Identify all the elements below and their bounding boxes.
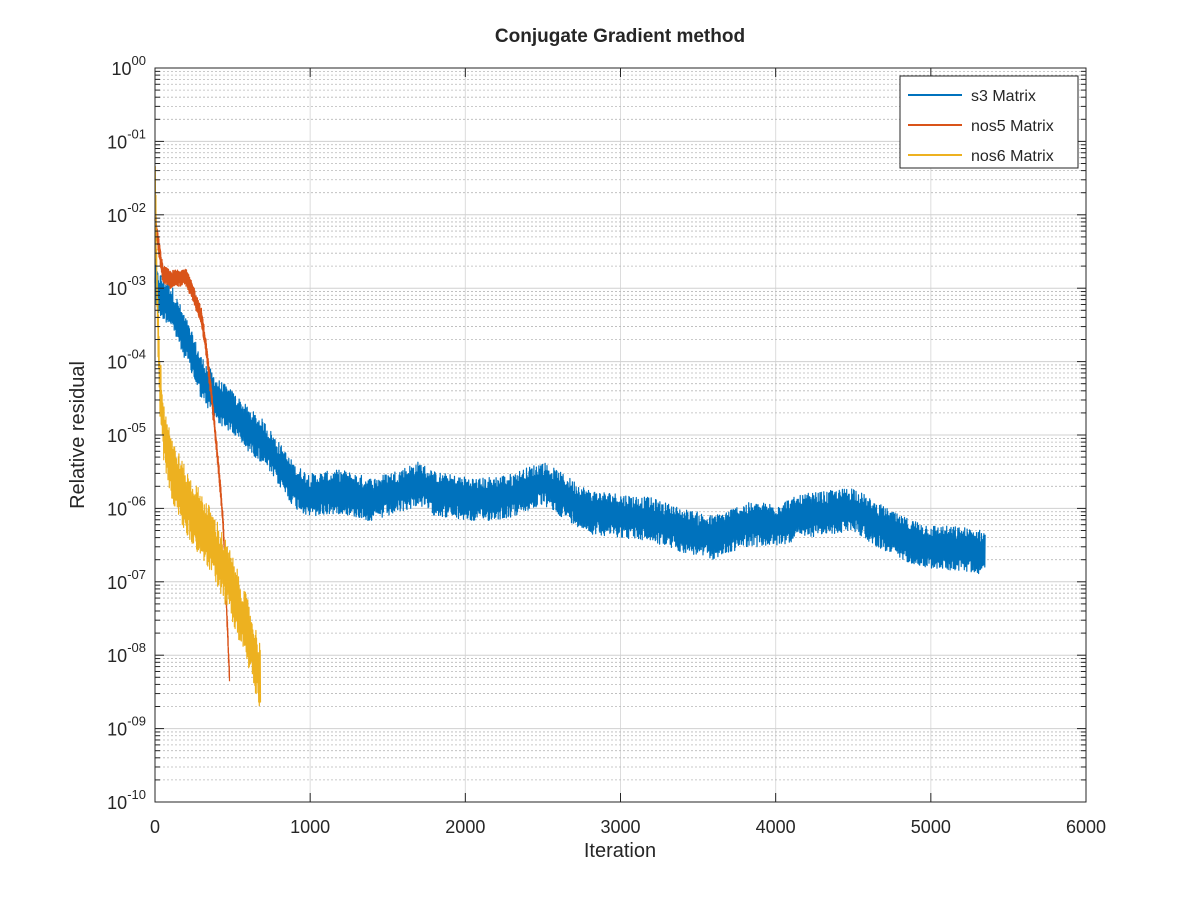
series-line-0 (154, 258, 986, 575)
y-tick-label: 10-06 (107, 493, 146, 519)
y-tick-label: 10-07 (107, 567, 146, 593)
legend-label-nos6: nos6 Matrix (971, 148, 1054, 165)
x-tick-label: 2000 (445, 817, 485, 837)
y-tick-label: 10-01 (107, 126, 146, 152)
chart-title: Conjugate Gradient method (495, 26, 745, 47)
y-tick-label: 10-04 (107, 347, 146, 373)
x-tick-label: 6000 (1066, 817, 1106, 837)
ticks (154, 67, 1087, 803)
x-tick-label: 3000 (600, 817, 640, 837)
series-layer (154, 166, 986, 707)
x-tick-label: 4000 (756, 817, 796, 837)
y-tick-label: 10-02 (107, 200, 146, 226)
y-tick-label: 10-08 (107, 640, 146, 666)
y-tick-label: 10-03 (107, 273, 146, 299)
y-tick-label: 1000 (112, 53, 147, 79)
tick-labels: 0 1000 2000 3000 4000 5000 6000 1000 10-01 10-02 1… (107, 53, 1106, 837)
y-tick-label: 10-09 (107, 714, 146, 740)
x-tick-label: 1000 (290, 817, 330, 837)
legend-box (899, 75, 1079, 169)
x-tick-label: 5000 (911, 817, 951, 837)
x-axis-label: Iteration (584, 840, 656, 862)
legend-label-s3: s3 Matrix (971, 88, 1036, 105)
y-tick-label: 10-05 (107, 420, 146, 446)
series-line-1 (154, 209, 231, 682)
series-line-2 (154, 166, 262, 707)
y-tick-label: 10-10 (107, 787, 146, 813)
x-tick-label: 0 (150, 817, 160, 837)
legend-label-nos5: nos5 Matrix (971, 118, 1054, 135)
legend: s3 Matrix nos5 Matrix nos6 Matrix (899, 75, 1079, 169)
y-axis-label: Relative residual (67, 361, 89, 509)
